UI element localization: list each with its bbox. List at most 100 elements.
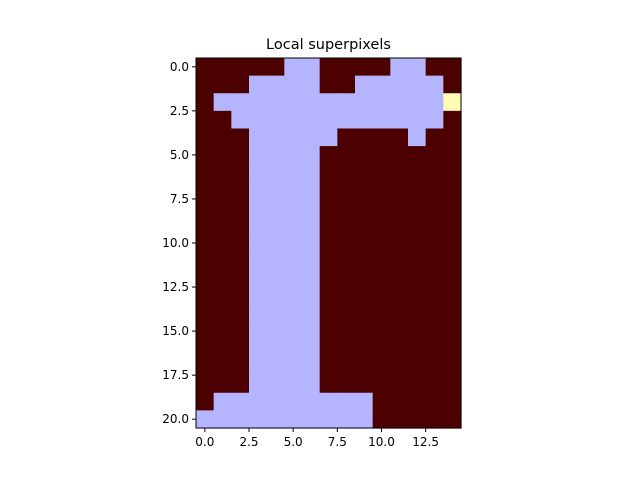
- heatmap-cell: [443, 75, 462, 94]
- heatmap-cell: [337, 110, 356, 130]
- heatmap-cell: [372, 375, 391, 394]
- heatmap-cell: [372, 357, 391, 376]
- heatmap-cell: [196, 339, 215, 359]
- y-tick-label: 20.0: [162, 412, 189, 426]
- heatmap-cell: [302, 146, 321, 165]
- heatmap-cell: [196, 269, 215, 288]
- heatmap-cell: [443, 375, 462, 394]
- heatmap-cell: [302, 75, 321, 94]
- heatmap-cell: [249, 287, 268, 306]
- heatmap-cell: [355, 216, 374, 235]
- heatmap-cell: [408, 216, 427, 235]
- heatmap-cell: [425, 269, 444, 288]
- heatmap-cell: [372, 322, 391, 341]
- heatmap-cell: [266, 58, 285, 77]
- heatmap-cell: [408, 198, 427, 218]
- heatmap-cell: [213, 58, 232, 77]
- heatmap-cell: [425, 216, 444, 235]
- heatmap-cell: [390, 58, 409, 77]
- heatmap-cell: [196, 216, 215, 235]
- heatmap-cell: [408, 163, 427, 182]
- heatmap-cell: [196, 392, 215, 411]
- heatmap-cell: [231, 128, 250, 147]
- heatmap-cell: [231, 304, 250, 323]
- x-tick-label: 0.0: [195, 435, 214, 449]
- x-tick-label: 12.5: [412, 435, 439, 449]
- heatmap-cell: [249, 410, 268, 429]
- heatmap-cell: [284, 110, 303, 130]
- heatmap-cell: [302, 357, 321, 376]
- heatmap-cell: [213, 198, 232, 218]
- heatmap-cell: [284, 216, 303, 235]
- heatmap-cell: [390, 287, 409, 306]
- heatmap-cell: [284, 198, 303, 218]
- heatmap-cell: [266, 357, 285, 376]
- heatmap-cell: [337, 93, 356, 112]
- heatmap-cell: [266, 216, 285, 235]
- heatmap-cell: [319, 322, 338, 341]
- heatmap-cell: [284, 357, 303, 376]
- heatmap-cell: [319, 93, 338, 112]
- heatmap-cell: [390, 110, 409, 130]
- y-tick-label: 5.0: [170, 148, 189, 162]
- heatmap-cell: [408, 234, 427, 253]
- heatmap-cell: [249, 269, 268, 288]
- heatmap-cell: [408, 287, 427, 306]
- heatmap-cell: [196, 287, 215, 306]
- heatmap-cell: [408, 357, 427, 376]
- heatmap-cell: [231, 75, 250, 94]
- heatmap-cell: [337, 322, 356, 341]
- heatmap-cell: [337, 75, 356, 94]
- heatmap-cell: [408, 75, 427, 94]
- heatmap-cell: [355, 163, 374, 182]
- heatmap-cell: [355, 58, 374, 77]
- heatmap-cell: [408, 128, 427, 147]
- heatmap-cell: [372, 269, 391, 288]
- heatmap-cell: [337, 198, 356, 218]
- heatmap-cell: [355, 198, 374, 218]
- heatmap-cell: [196, 322, 215, 341]
- heatmap-cell: [302, 287, 321, 306]
- heatmap-cell: [443, 93, 462, 112]
- heatmap-cell: [319, 392, 338, 411]
- heatmap-cell: [196, 410, 215, 429]
- heatmap-cell: [425, 110, 444, 130]
- heatmap-cell: [337, 128, 356, 147]
- heatmap-cell: [355, 75, 374, 94]
- heatmap-cell: [408, 304, 427, 323]
- heatmap-cell: [284, 75, 303, 94]
- y-tick-label: 10.0: [162, 236, 189, 250]
- heatmap-cell: [390, 304, 409, 323]
- heatmap-cell: [425, 234, 444, 253]
- heatmap-cell: [196, 110, 215, 130]
- heatmap-cells: [196, 58, 462, 429]
- heatmap-cell: [302, 163, 321, 182]
- heatmap-cell: [443, 163, 462, 182]
- heatmap-cell: [337, 410, 356, 429]
- heatmap-cell: [372, 110, 391, 130]
- heatmap-cell: [425, 304, 444, 323]
- y-tick-label: 7.5: [170, 192, 189, 206]
- heatmap-cell: [284, 128, 303, 147]
- heatmap-cell: [355, 146, 374, 165]
- heatmap-cell: [249, 163, 268, 182]
- heatmap-cell: [249, 75, 268, 94]
- heatmap-cell: [231, 339, 250, 359]
- heatmap-cell: [355, 392, 374, 411]
- heatmap-cell: [390, 163, 409, 182]
- heatmap-cell: [337, 304, 356, 323]
- heatmap-cell: [231, 234, 250, 253]
- heatmap-cell: [390, 146, 409, 165]
- heatmap-cell: [196, 198, 215, 218]
- heatmap-cell: [319, 339, 338, 359]
- heatmap-cell: [231, 181, 250, 200]
- heatmap-cell: [196, 128, 215, 147]
- heatmap-cell: [390, 269, 409, 288]
- heatmap-cell: [249, 392, 268, 411]
- heatmap-cell: [213, 410, 232, 429]
- heatmap-cell: [231, 251, 250, 271]
- heatmap-cell: [302, 234, 321, 253]
- heatmap-cell: [425, 287, 444, 306]
- heatmap-cell: [337, 392, 356, 411]
